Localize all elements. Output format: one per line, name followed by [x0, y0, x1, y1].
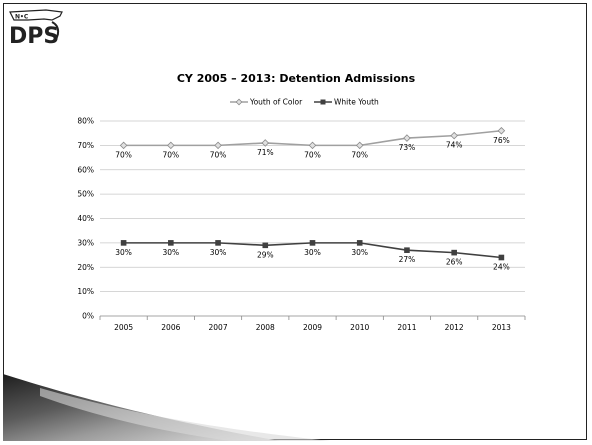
data-point	[497, 126, 506, 135]
x-tick-label: 2006	[161, 323, 180, 332]
data-point	[167, 141, 175, 150]
data-point	[262, 242, 269, 249]
data-point	[404, 247, 410, 253]
data-label: 30%	[162, 248, 179, 257]
swoosh-shape	[3, 374, 280, 441]
y-tick-label: 80%	[77, 117, 94, 126]
y-tick-label: 20%	[77, 263, 94, 272]
data-label: 70%	[351, 150, 368, 159]
y-tick-label: 70%	[77, 141, 94, 150]
data-point	[498, 254, 505, 261]
data-point	[168, 240, 174, 246]
data-label: 71%	[257, 148, 274, 157]
logo-swoosh	[51, 21, 60, 43]
data-point	[120, 240, 127, 246]
data-label: 24%	[493, 263, 510, 272]
x-tick-label: 2011	[397, 323, 416, 332]
data-point	[403, 134, 411, 142]
data-label: 30%	[304, 248, 321, 257]
data-label: 73%	[399, 143, 416, 152]
dps-logo: N•C DPS	[9, 9, 63, 48]
x-tick-label: 2009	[303, 323, 322, 332]
data-point	[309, 240, 316, 246]
y-tick-label: 0%	[82, 312, 94, 321]
series-youth-of-color: 70% 70% 70% 71% 70% 70% 73% 74% 76%	[115, 126, 510, 159]
data-point	[308, 141, 317, 150]
y-tick-label: 30%	[77, 238, 94, 247]
logo-big-text: DPS	[9, 24, 59, 48]
nc-state-shape	[9, 9, 63, 21]
data-label: 30%	[115, 248, 132, 257]
legend-item: Youth of Color	[230, 98, 303, 107]
legend-label: White Youth	[334, 98, 379, 107]
data-point	[214, 141, 222, 150]
data-label: 70%	[304, 150, 321, 159]
logo-small-text: N•C	[15, 14, 29, 21]
x-tick-label: 2013	[492, 323, 511, 332]
data-point	[451, 249, 457, 256]
legend-marker	[235, 98, 243, 106]
data-point	[450, 131, 458, 140]
series-layer: 70% 70% 70% 71% 70% 70%73% 74%76%30% 30% 30% 29% 3…	[115, 126, 510, 272]
x-axis: 2005 2006 2007 2008 2009 2010 2011 2012 2013	[99, 316, 526, 332]
y-tick-label: 10%	[77, 287, 94, 296]
data-point	[355, 141, 364, 150]
y-tick-label: 60%	[77, 165, 94, 174]
x-tick-label: 2005	[114, 323, 133, 332]
y-axis: 0% 10% 20% 30% 40% 50% 60% 70% 80%	[77, 117, 94, 321]
legend-item: White Youth	[314, 98, 379, 107]
legend-label: Youth of Color	[249, 98, 303, 107]
legend-marker	[320, 99, 326, 105]
data-point	[261, 139, 270, 147]
data-label: 26%	[446, 258, 463, 267]
data-label: 76%	[493, 136, 510, 145]
chart-title: CY 2005 – 2013: Detention Admissions	[177, 72, 416, 85]
data-label: 27%	[399, 255, 416, 264]
x-tick-label: 2008	[256, 323, 275, 332]
x-tick-label: 2010	[350, 323, 369, 332]
data-point	[119, 141, 128, 150]
data-point	[215, 240, 221, 246]
x-tick-label: 2012	[445, 323, 464, 332]
legend: Youth of Color White Youth	[230, 98, 379, 107]
data-label: 29%	[257, 250, 274, 259]
swoosh-highlight	[40, 388, 330, 441]
y-tick-label: 40%	[77, 214, 94, 223]
data-label: 70%	[210, 150, 227, 159]
series-white-youth: 30% 30% 30% 29% 30% 30% 27% 26% 24%	[115, 240, 510, 272]
data-label: 70%	[115, 150, 132, 159]
data-point	[356, 240, 363, 246]
data-label: 70%	[162, 150, 179, 159]
x-tick-label: 2007	[209, 323, 228, 332]
data-label: 74%	[446, 141, 463, 150]
y-tick-label: 50%	[77, 190, 94, 199]
data-label: 30%	[210, 248, 227, 257]
data-label: 30%	[351, 248, 368, 257]
